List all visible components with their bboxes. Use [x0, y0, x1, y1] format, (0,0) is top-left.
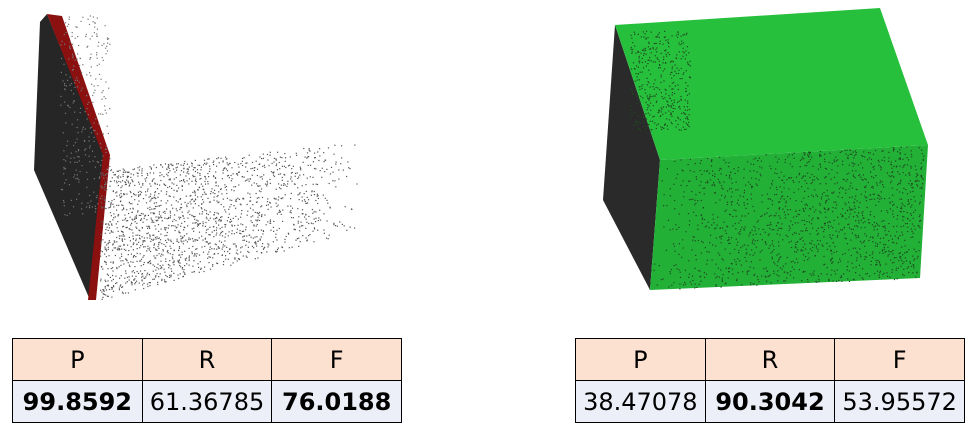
right-metrics-table: PRF 38.4707890.304253.95572 — [575, 338, 965, 423]
header-cell: F — [835, 339, 965, 381]
header-cell: R — [142, 339, 272, 381]
front-face — [650, 145, 928, 290]
point-scatter — [100, 145, 358, 300]
header-cell: P — [13, 339, 143, 381]
page: PRF 99.859261.3678576.0188 PRF 38.470789… — [0, 0, 966, 423]
value-cell: 90.3042 — [705, 381, 835, 423]
value-cell: 38.47078 — [576, 381, 706, 423]
value-cell: 99.8592 — [13, 381, 143, 423]
header-cell: P — [576, 339, 706, 381]
header-cell: R — [705, 339, 835, 381]
top-face — [615, 8, 928, 160]
figure — [0, 0, 966, 330]
header-cell: F — [272, 339, 402, 381]
left-point-cloud — [34, 14, 358, 300]
value-cell: 61.36785 — [142, 381, 272, 423]
left-metrics-table: PRF 99.859261.3678576.0188 — [12, 338, 402, 423]
value-cell: 53.95572 — [835, 381, 965, 423]
value-cell: 76.0188 — [272, 381, 402, 423]
right-point-cloud — [603, 8, 928, 290]
